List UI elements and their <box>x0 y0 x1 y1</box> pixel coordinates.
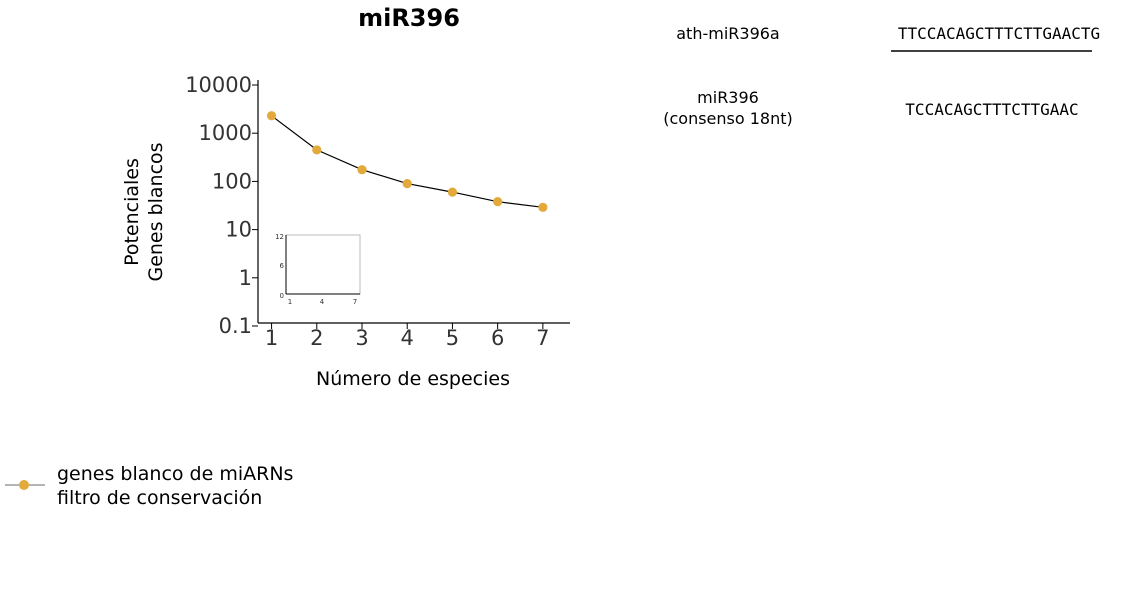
data-point <box>312 145 322 155</box>
y-tick-label: 10 <box>225 218 252 242</box>
y-axis-label-line-2: Genes blancos <box>145 142 167 281</box>
x-tick-label: 4 <box>401 326 414 350</box>
data-point <box>447 187 458 197</box>
y-axis-label-line-1: Potenciales <box>121 158 143 266</box>
inset-x-tick-label: 7 <box>353 298 357 306</box>
x-tick-label: 6 <box>491 326 504 350</box>
legend: genes blanco de miARNs filtro de conserv… <box>5 463 293 509</box>
chart-title: miR396 <box>358 4 460 32</box>
data-point <box>493 197 503 207</box>
data-point <box>357 165 367 175</box>
legend-label-line-1: genes blanco de miARNs <box>57 463 293 485</box>
x-tick-label: 1 <box>265 326 278 350</box>
y-tick-label: 1000 <box>199 121 252 145</box>
sequence-2: TCCACAGCTTTCTTGAAC <box>905 100 1078 119</box>
series-layer <box>266 111 548 212</box>
y-axis-label: Potenciales Genes blancos <box>121 142 167 281</box>
sequence-1: TTCCACAGCTTTCTTGAACTG <box>898 24 1100 43</box>
inset-frame <box>285 234 361 295</box>
x-tick-label: 3 <box>355 326 368 350</box>
sequence-panel: ath-miR396a TTCCACAGCTTTCTTGAACTG miR396… <box>663 24 1100 128</box>
x-axis-label: Número de especies <box>316 368 510 390</box>
y-tick-label: 100 <box>212 169 252 193</box>
y-tick-label: 1 <box>239 266 252 290</box>
x-tick-group: 1 2 3 4 5 6 7 <box>265 323 550 350</box>
inset-y-tick-label: 12 <box>275 233 284 241</box>
x-tick-label: 2 <box>310 326 323 350</box>
legend-marker <box>19 480 29 490</box>
y-tick-group: 10000 1000 100 10 1 0.1 <box>185 73 258 338</box>
y-tick-label: 10000 <box>185 73 252 97</box>
inset-x-tick-label: 4 <box>320 298 325 306</box>
inset-y-tick-label: 0 <box>280 292 284 300</box>
sequence-name-2: miR396 <box>697 88 759 107</box>
legend-label-line-2: filtro de conservación <box>57 487 262 509</box>
x-tick-label: 5 <box>446 326 459 350</box>
inset-plot: 12 6 0 1 4 7 <box>275 233 361 306</box>
x-tick-label: 7 <box>536 326 549 350</box>
main-axes <box>257 80 570 324</box>
data-point <box>266 111 277 121</box>
inset-y-tick-label: 6 <box>280 262 285 270</box>
series-line <box>271 115 543 208</box>
sequence-name-2-sub: (consenso 18nt) <box>663 109 793 128</box>
y-tick-label: 0.1 <box>219 314 252 338</box>
data-point <box>402 179 412 189</box>
data-point <box>538 202 548 212</box>
inset-x-tick-label: 1 <box>288 298 292 306</box>
sequence-name-1: ath-miR396a <box>676 24 779 43</box>
